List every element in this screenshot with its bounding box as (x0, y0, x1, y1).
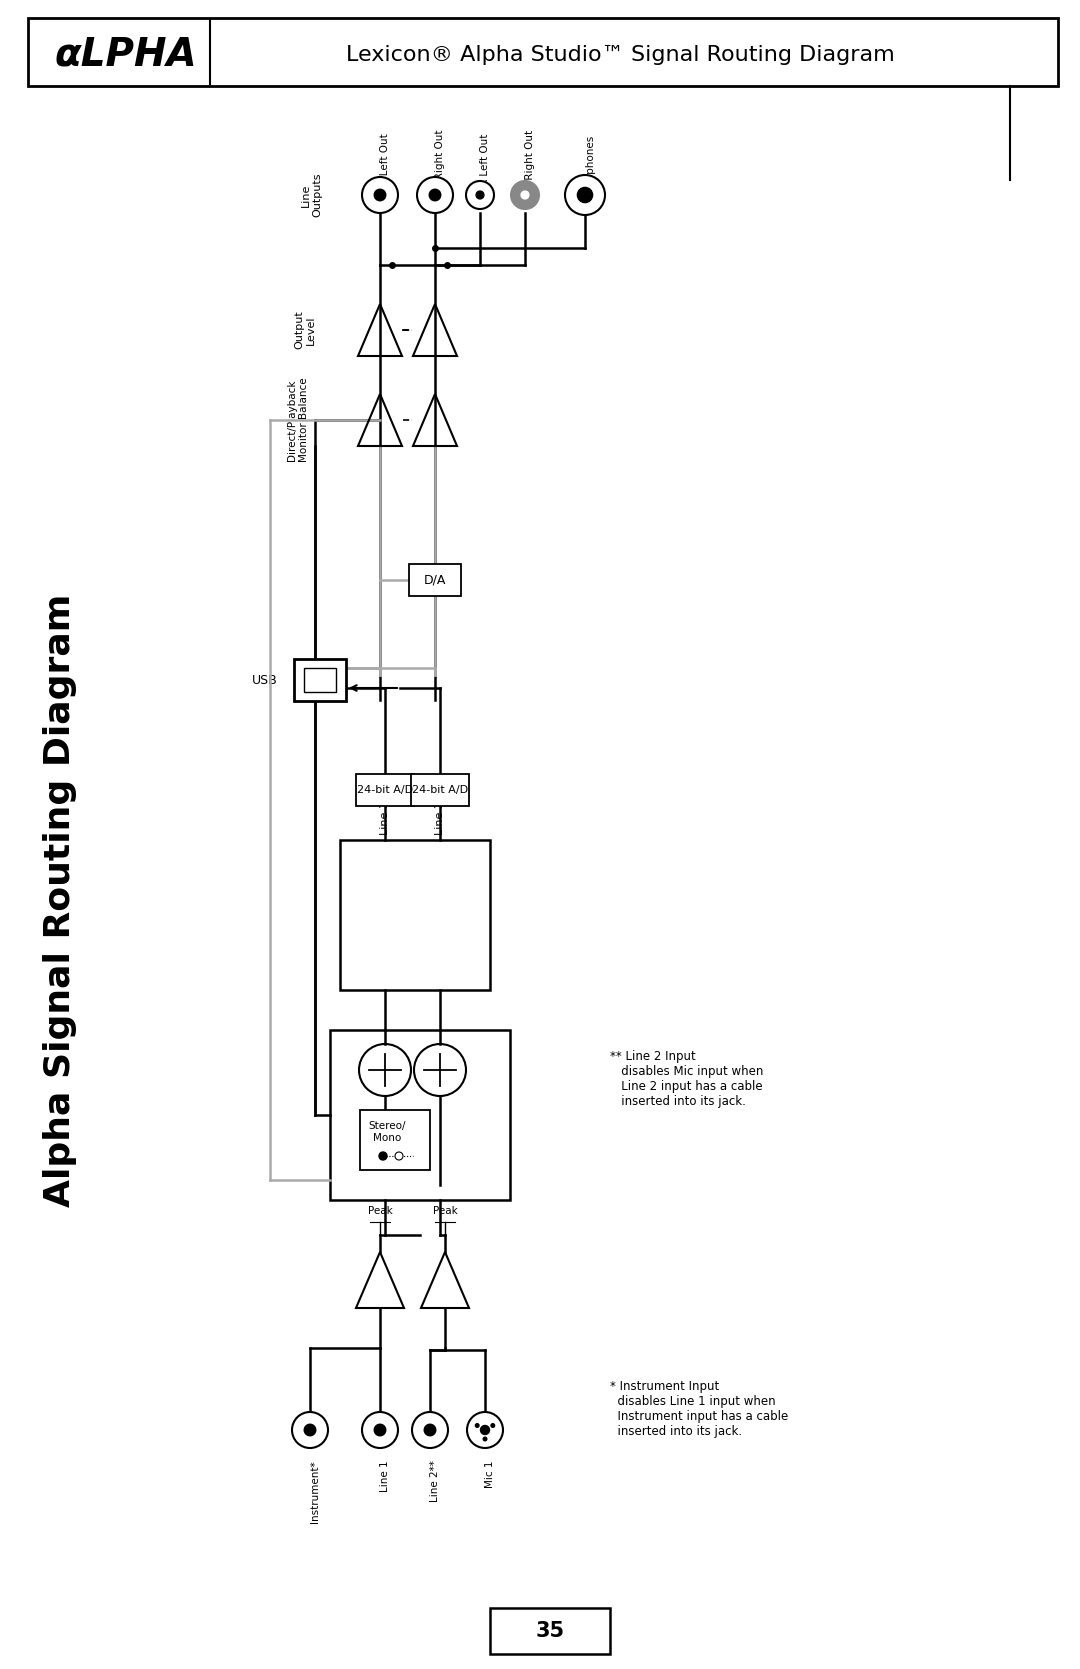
Bar (490, 1607, 610, 1654)
Text: ** Line 2 Input
   disables Mic input when
   Line 2 input has a cable
   insert: ** Line 2 Input disables Mic input when … (610, 1050, 764, 1108)
Text: USB: USB (253, 674, 278, 686)
Circle shape (362, 1412, 399, 1449)
Text: Peak: Peak (367, 1207, 392, 1217)
Circle shape (375, 1424, 386, 1435)
Text: 1/4" Left Out: 1/4" Left Out (380, 134, 390, 200)
Circle shape (429, 189, 441, 200)
Text: Line 2/Mic: Line 2/Mic (435, 778, 445, 834)
Circle shape (491, 1424, 495, 1427)
Bar (294, 659, 346, 701)
Text: * Instrument Input
  disables Line 1 input when
  Instrument input has a cable
 : * Instrument Input disables Line 1 input… (610, 1380, 788, 1439)
Circle shape (417, 177, 453, 214)
Circle shape (483, 1437, 487, 1440)
Circle shape (465, 180, 494, 209)
Text: RCA Left Out: RCA Left Out (480, 134, 490, 200)
Circle shape (511, 180, 539, 209)
Circle shape (292, 1412, 328, 1449)
Bar (409, 564, 461, 596)
Text: Line
Outputs: Line Outputs (301, 174, 323, 217)
Text: Direct/Playback
Monitor Balance: Direct/Playback Monitor Balance (287, 377, 309, 462)
Circle shape (305, 1424, 315, 1435)
Bar (340, 840, 490, 990)
Circle shape (521, 190, 529, 199)
Circle shape (395, 1152, 403, 1160)
Text: Output
Level: Output Level (294, 310, 315, 349)
Circle shape (424, 1424, 435, 1435)
Text: D/A: D/A (423, 574, 446, 586)
Circle shape (476, 190, 484, 199)
Text: Line 1: Line 1 (380, 1460, 390, 1492)
Circle shape (565, 175, 605, 215)
Text: RCA Right Out: RCA Right Out (525, 130, 535, 204)
Bar (330, 1030, 510, 1200)
Bar (28, 18, 1058, 87)
Bar (411, 774, 469, 806)
Circle shape (467, 1412, 503, 1449)
Circle shape (481, 1425, 489, 1434)
Text: 35: 35 (536, 1621, 565, 1641)
Text: Line 1/Inst: Line 1/Inst (380, 776, 390, 834)
Circle shape (475, 1424, 480, 1427)
Text: 1/4" Right Out: 1/4" Right Out (435, 130, 445, 204)
Circle shape (362, 177, 399, 214)
Circle shape (578, 187, 593, 202)
Bar (303, 669, 336, 691)
Text: Alpha Signal Routing Diagram: Alpha Signal Routing Diagram (43, 592, 77, 1207)
Circle shape (379, 1152, 387, 1160)
Bar (356, 774, 414, 806)
Circle shape (375, 189, 386, 200)
Text: Instrument*: Instrument* (310, 1460, 320, 1522)
Text: Mic 1: Mic 1 (485, 1460, 495, 1487)
Text: 24-bit A/D: 24-bit A/D (356, 784, 413, 794)
Text: Stereo/
Mono: Stereo/ Mono (368, 1122, 406, 1143)
Text: Line 2**: Line 2** (430, 1460, 440, 1502)
Text: Lexicon® Alpha Studio™ Signal Routing Diagram: Lexicon® Alpha Studio™ Signal Routing Di… (346, 45, 894, 65)
Circle shape (411, 1412, 448, 1449)
Text: 24-bit A/D: 24-bit A/D (411, 784, 468, 794)
Text: Peak: Peak (433, 1207, 457, 1217)
Text: αLPHA: αLPHA (55, 37, 198, 73)
Text: Headphones: Headphones (585, 135, 595, 200)
Bar (360, 1110, 430, 1170)
